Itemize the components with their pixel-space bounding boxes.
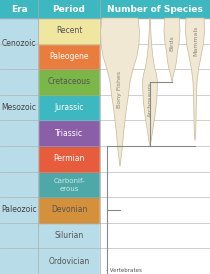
Bar (100, 44, 210, 69)
Text: erous: erous (59, 186, 79, 192)
Text: Ordovician: Ordovician (48, 257, 90, 266)
Bar (0, 18, 38, 69)
Bar (100, 69, 210, 95)
Bar (38, 249, 100, 274)
Bar (100, 18, 210, 44)
Bar (100, 120, 210, 146)
Bar (0, 0, 210, 18)
Bar (38, 44, 100, 69)
Text: Mesozoic: Mesozoic (1, 103, 37, 112)
Bar (38, 172, 100, 197)
Text: Permian: Permian (53, 154, 85, 163)
Bar (38, 18, 100, 44)
Bar (100, 146, 210, 172)
Bar (38, 69, 100, 95)
Text: Jurassic: Jurassic (54, 103, 84, 112)
Text: Paleozoic: Paleozoic (1, 206, 37, 215)
Bar (100, 197, 210, 223)
Text: Mammals: Mammals (193, 26, 198, 56)
Polygon shape (164, 18, 180, 82)
Bar (38, 146, 100, 172)
Bar (0, 146, 38, 274)
Text: Carbonif-: Carbonif- (53, 178, 85, 184)
Bar (100, 172, 210, 197)
Bar (0, 69, 38, 146)
Polygon shape (143, 18, 158, 146)
Text: Devonian: Devonian (51, 206, 87, 215)
Text: Birds: Birds (169, 36, 175, 52)
Text: Archosaurs: Archosaurs (147, 82, 152, 118)
Text: Era: Era (11, 4, 27, 13)
Text: Recent: Recent (56, 26, 82, 35)
Text: Paleogene: Paleogene (49, 52, 89, 61)
Polygon shape (185, 18, 205, 141)
Text: Cretaceous: Cretaceous (47, 78, 91, 87)
Text: - Vertebrates: - Vertebrates (106, 269, 142, 273)
Bar (38, 197, 100, 223)
Text: Number of Species: Number of Species (107, 4, 203, 13)
Text: Cenozoic: Cenozoic (2, 39, 36, 48)
Bar (38, 223, 100, 249)
Bar (100, 95, 210, 120)
Text: Bony Fishes: Bony Fishes (117, 71, 122, 108)
Bar (100, 249, 210, 274)
Polygon shape (101, 18, 139, 167)
Bar (38, 95, 100, 120)
Bar (38, 120, 100, 146)
Bar (100, 223, 210, 249)
Text: Triassic: Triassic (55, 129, 83, 138)
Text: Silurian: Silurian (54, 231, 84, 240)
Text: Period: Period (52, 4, 85, 13)
